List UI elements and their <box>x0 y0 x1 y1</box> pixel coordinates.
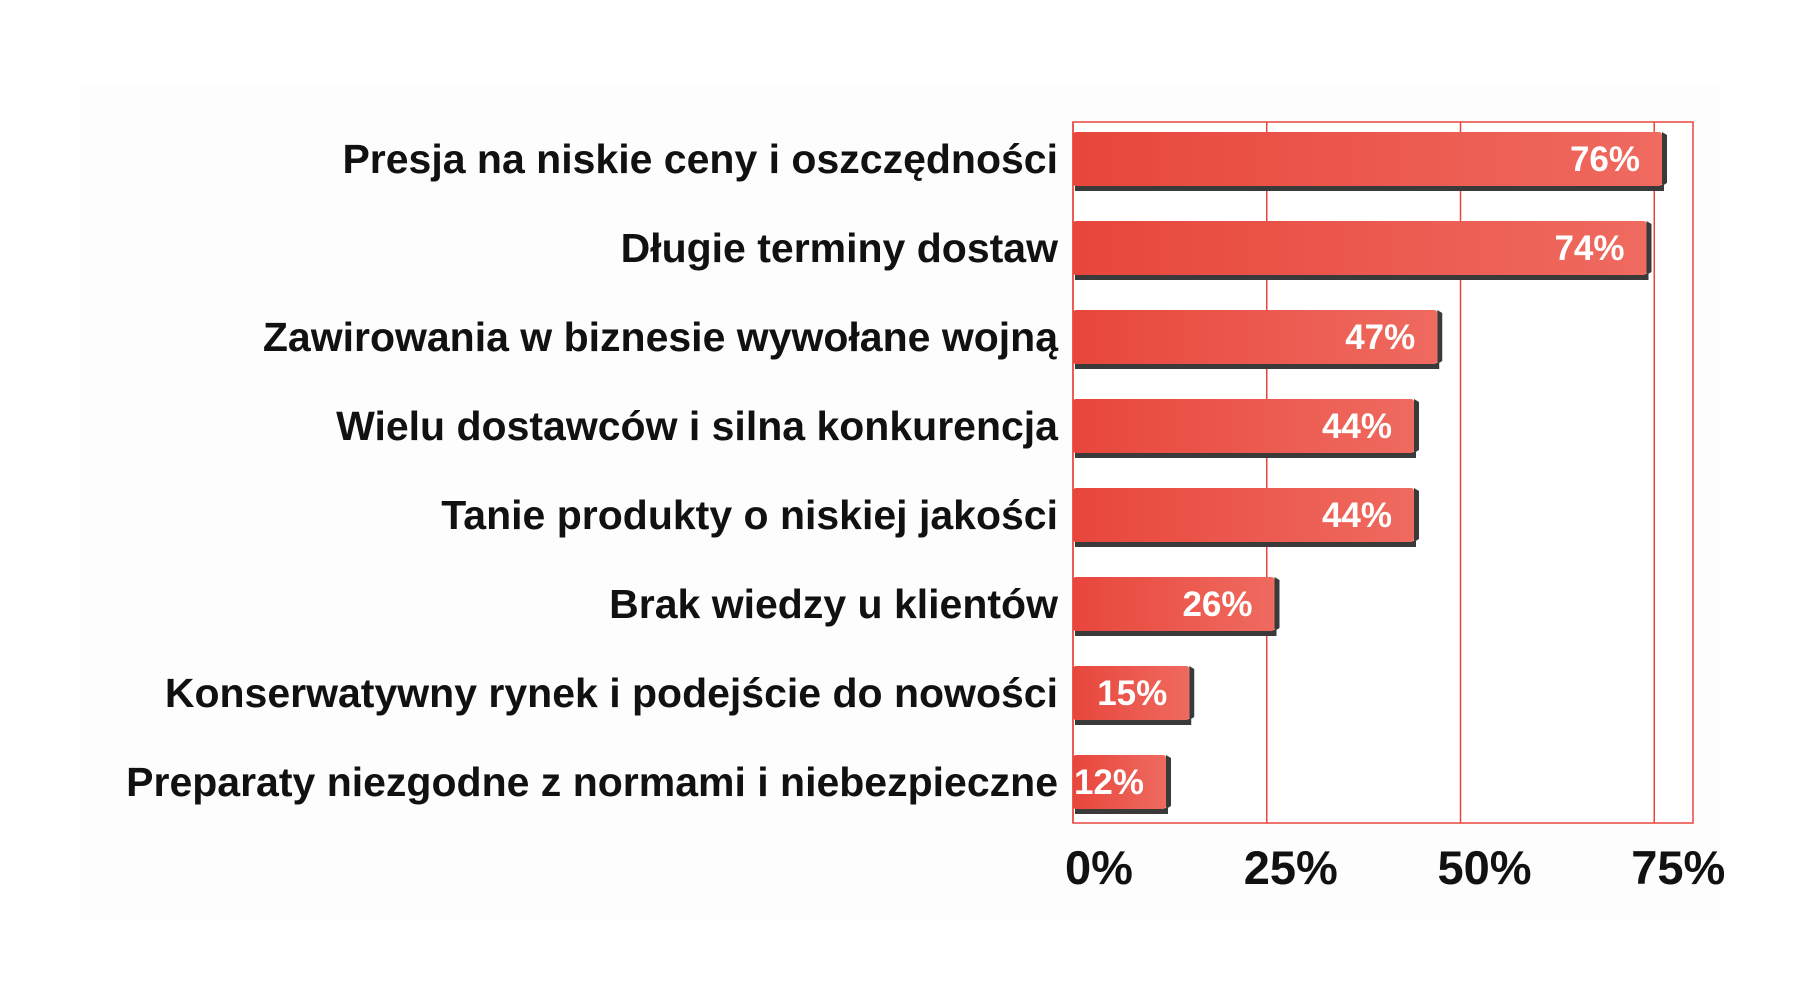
value-label: 47% <box>1345 318 1415 357</box>
bar <box>1073 755 1166 809</box>
bars <box>1073 132 1667 814</box>
category-label: Zawirowania w biznesie wywołane wojną <box>263 314 1059 360</box>
bar-shadow-bottom <box>1075 541 1416 547</box>
value-label: 15% <box>1097 674 1167 713</box>
bar-shadow-bottom <box>1075 719 1192 725</box>
category-labels: Presja na niskie ceny i oszczędności Dług… <box>126 136 1059 805</box>
value-label: 26% <box>1182 585 1252 624</box>
bar <box>1073 399 1414 453</box>
category-label: Preparaty niezgodne z normami i niebezpi… <box>126 759 1058 805</box>
x-tick-label: 50% <box>1437 841 1531 894</box>
bar-shadow-bottom <box>1075 808 1168 814</box>
bar-shadow-bottom <box>1075 274 1649 280</box>
value-label: 12% <box>1074 763 1144 802</box>
x-tick-label: 75% <box>1631 841 1725 894</box>
category-label: Tanie produkty o niskiej jakości <box>441 492 1058 538</box>
bar-shadow-bottom <box>1075 452 1416 458</box>
bar <box>1073 666 1190 720</box>
category-label: Wielu dostawców i silna konkurencja <box>336 403 1059 449</box>
bar <box>1073 310 1438 364</box>
value-label: 44% <box>1322 496 1392 535</box>
bar <box>1073 132 1662 186</box>
bar-shadow-bottom <box>1075 185 1664 191</box>
bar-shadow-bottom <box>1075 363 1440 369</box>
category-label: Brak wiedzy u klientów <box>609 581 1058 627</box>
bar <box>1073 577 1275 631</box>
category-label: Konserwatywny rynek i podejście do nowoś… <box>165 670 1058 716</box>
value-label: 76% <box>1570 140 1640 179</box>
category-label: Długie terminy dostaw <box>621 225 1059 271</box>
bar <box>1073 488 1414 542</box>
value-labels: 76% 74% 47% 44% 44% 26% 15% 12% <box>1074 140 1640 802</box>
x-tick-labels: 0% 25% 50% 75% <box>1065 841 1725 894</box>
bar <box>1073 221 1647 275</box>
x-tick-label: 0% <box>1065 841 1133 894</box>
category-label: Presja na niskie ceny i oszczędności <box>342 136 1058 182</box>
bar-shadow-bottom <box>1075 630 1277 636</box>
x-tick-label: 25% <box>1244 841 1338 894</box>
value-label: 74% <box>1554 229 1624 268</box>
value-label: 44% <box>1322 407 1392 446</box>
